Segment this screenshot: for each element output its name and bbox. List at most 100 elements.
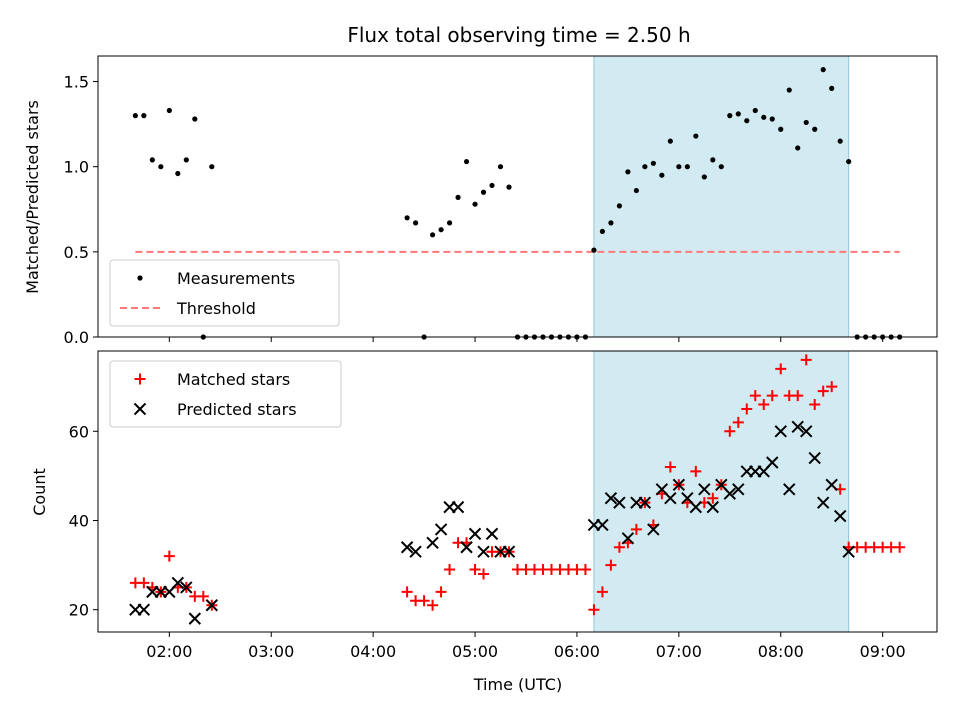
- predicted-star-point: [689, 500, 703, 514]
- count-panel: 20 40 60 02:00 03:00 04:00 05:00 06:00 07:00 08:…: [30, 350, 938, 694]
- y-tick-label: 1.5: [64, 73, 89, 92]
- matched-star-point: [732, 416, 744, 428]
- legend-label: Measurements: [177, 269, 295, 288]
- predicted-star-point: [647, 523, 660, 536]
- x-tick-label: 02:00: [146, 642, 192, 661]
- predicted-star-point: [791, 420, 804, 434]
- observing-window-shade: [593, 55, 850, 338]
- matched-star-point: [197, 590, 209, 602]
- matched-star-point: [707, 492, 719, 504]
- x-tick-label: 07:00: [656, 642, 702, 661]
- measurement-point: [633, 187, 639, 194]
- y-tick-label: 0.0: [64, 328, 89, 347]
- matched-star-point: [613, 541, 625, 553]
- measurement-point: [769, 116, 775, 122]
- matched-star-point: [444, 564, 456, 576]
- legend-label: Predicted stars: [177, 400, 297, 419]
- measurement-point: [209, 164, 215, 170]
- predicted-star-point: [825, 478, 838, 492]
- measurement-point: [778, 126, 784, 132]
- predicted-star-point: [774, 425, 787, 438]
- x-tick-label: 06:00: [554, 642, 600, 661]
- count-panel-frame: [97, 350, 938, 633]
- measurement-point: [429, 232, 436, 238]
- legend-box: [109, 259, 340, 327]
- matched-star-point: [163, 550, 175, 562]
- x-tick-label: 03:00: [248, 642, 294, 661]
- matched-star-point: [749, 390, 761, 402]
- observing-window-span: [593, 350, 850, 633]
- matched-star-point: [792, 390, 804, 402]
- measurement-point: [141, 113, 147, 119]
- predicted-star-point: [426, 536, 439, 550]
- predicted-star-point: [817, 496, 830, 509]
- measurement-point: [446, 220, 453, 226]
- matched-star-point: [894, 541, 906, 553]
- measurement-point: [149, 157, 155, 163]
- matched-star-point: [478, 568, 490, 580]
- matched-star-point: [427, 599, 439, 611]
- predicted-star-point: [842, 545, 855, 558]
- predicted-star-point: [698, 483, 711, 496]
- measurement-point: [659, 172, 665, 178]
- x-tick-label: 05:00: [452, 642, 498, 661]
- ratio-y-ticks: 0.0 0.5 1.0 1.5: [64, 73, 98, 347]
- measurement-point: [192, 116, 198, 122]
- legend-label: Threshold: [176, 299, 256, 318]
- measurement-point: [455, 194, 461, 200]
- matched-star-point: [766, 390, 778, 402]
- y-tick-label: 20: [69, 601, 89, 620]
- measurement-point: [158, 164, 164, 170]
- legend-dot-marker: [137, 275, 143, 281]
- matched-star-point: [588, 604, 600, 616]
- predicted-star-point: [171, 576, 185, 590]
- measurement-point: [608, 220, 614, 226]
- predicted-star-point: [180, 581, 193, 594]
- predicted-star-point: [723, 487, 737, 500]
- ratio-x-ticks: [168, 337, 884, 342]
- count-legend: Matched stars Predicted stars: [109, 360, 342, 428]
- matched-star-point: [401, 586, 413, 598]
- measurement-point: [761, 114, 767, 120]
- matched-star-point: [579, 564, 591, 576]
- predicted-star-point: [604, 491, 618, 505]
- ratio-panel: 0.0 0.5 1.0 1.5 Matched/Predicted stars Mea…: [23, 55, 938, 347]
- matched-star-point: [418, 595, 430, 607]
- predicted-star-point: [766, 456, 779, 469]
- measurement-point: [650, 160, 656, 166]
- x-tick-label: 09:00: [860, 642, 906, 661]
- measurement-point: [667, 138, 673, 144]
- matched-star-point: [596, 586, 608, 598]
- predicted-star-point: [137, 603, 151, 616]
- predicted-star-point: [613, 496, 626, 509]
- predicted-star-point: [502, 545, 516, 558]
- measurement-point: [803, 119, 809, 126]
- y-tick-label: 40: [69, 511, 89, 530]
- predicted-star-point: [477, 545, 490, 558]
- measurement-point: [846, 158, 852, 165]
- y-tick-label: 1.0: [64, 158, 89, 177]
- matched-star-point: [690, 465, 702, 477]
- y-tick-label: 60: [69, 422, 89, 441]
- measurement-point: [812, 126, 818, 132]
- predicted-star-point: [638, 496, 652, 509]
- count-y-axis-label: Count: [30, 468, 49, 516]
- predicted-star-point: [732, 483, 745, 496]
- measurement-point: [438, 227, 444, 233]
- measurement-point: [497, 164, 504, 170]
- measurement-point: [837, 138, 843, 144]
- chart-title: Flux total observing time = 2.50 h: [347, 23, 690, 47]
- matched-star-point: [664, 461, 676, 473]
- measurement-point: [829, 85, 835, 91]
- predicted-star-point: [485, 527, 499, 541]
- x-tick-label: 04:00: [350, 642, 396, 661]
- predicted-star-point: [833, 509, 847, 523]
- measurement-point: [642, 164, 648, 170]
- measurement-point: [599, 228, 606, 235]
- legend-box: [109, 360, 342, 428]
- x-axis-label: Time (UTC): [473, 675, 562, 694]
- observing-window-shade: [593, 350, 850, 633]
- count-x-ticks: 02:00 03:00 04:00 05:00 06:00 07:00 08:00 09:00: [146, 632, 906, 661]
- predicted-star-point: [621, 532, 635, 545]
- predicted-star-point: [409, 545, 422, 558]
